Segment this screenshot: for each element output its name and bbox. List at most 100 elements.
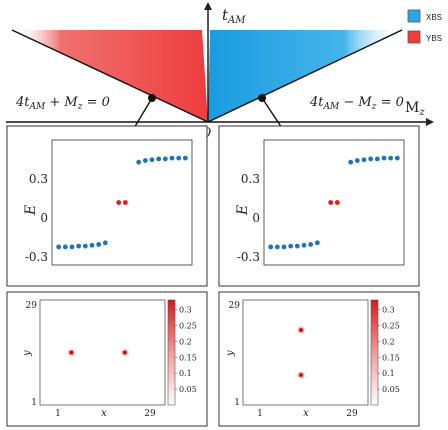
left-density-peaks [66,347,130,358]
spectrum-point [301,242,307,248]
left-boundary-line [11,29,209,123]
spectrum-point [102,240,108,246]
density-peak [123,350,127,355]
spectrum-point [381,155,387,161]
spectrum-point [294,243,300,249]
right-ytick-top: 0.3 [241,172,260,186]
spectrum-point [156,156,162,162]
left-colorbar-ticks: 0.3 0.25 0.2 0.15 0.1 0.05 [175,306,197,394]
right-xtick-1: 1 [257,409,263,419]
colorbar-tick-label: 0.05 [382,385,400,394]
left-boundary-equation: 4tAM + Mz = 0 [15,95,110,112]
spectrum-point [69,244,75,250]
spectrum-point [348,159,354,165]
spectrum-point [281,244,287,250]
left-ytick-bot: -0.3 [25,250,48,264]
colorbar-tick-label: 0.3 [382,306,395,315]
right-density-peaks [296,325,306,380]
right-spectrum-plot-area [263,139,405,266]
right-ytick-mid: 0 [252,211,260,225]
left-density-xlabel: x [101,408,107,419]
colorbar-tick-label: 0.25 [382,322,400,331]
spectrum-point [368,156,374,162]
spectrum-point [268,244,274,250]
left-ytick-1: 1 [31,398,37,408]
spectrum-point [96,242,102,247]
right-density-panel: y 29 1 1 29 x 0.3 0.25 0.2 0.15 0.1 0.05 [218,291,420,427]
spectrum-point [62,244,68,250]
colorbar-tick-label: 0.05 [179,385,197,394]
left-density-panel: y 29 1 1 29 x 0.3 0.25 0.2 0.15 0.1 0.05 [6,291,208,427]
left-xtick-29: 29 [144,409,156,419]
legend-ybs-label: YBS [426,34,442,43]
left-ytick-mid: 0 [40,211,48,225]
legend: XBS YBS [407,9,442,44]
spectrum-point [176,155,182,161]
right-boundary-equation: 4tAM − Mz = 0 [309,95,404,112]
spectrum-point [116,200,122,205]
spectrum-point [308,242,314,247]
spectrum-point [361,157,367,163]
left-density-plot-area [39,299,166,406]
spectrum-point [394,155,400,161]
left-spectrum-plot-area [51,139,193,266]
spectrum-point [149,157,155,163]
left-spectrum-frame [6,125,208,287]
colorbar-tick-label: 0.3 [179,306,192,315]
colorbar-tick-label: 0.2 [382,337,395,346]
right-ytick-29: 29 [229,301,241,311]
left-xtick-1: 1 [55,409,61,419]
right-ytick-1: 1 [234,398,240,408]
spectrum-point [169,155,175,161]
spectrum-point [334,200,340,205]
colorbar-tick-label: 0.25 [179,322,197,331]
colorbar-tick-label: 0.1 [179,369,192,378]
left-spectrum-ylabel: E [23,205,39,216]
spectrum-point [56,244,62,250]
spectrum-point [142,158,148,163]
spectrum-point [136,159,142,165]
spectrum-point [314,240,320,246]
left-ytick-top: 0.3 [29,172,48,186]
left-spectrum-points [56,155,188,250]
right-density-plot-area [242,299,369,406]
x-axis-label: Mz [405,100,425,118]
phase-diagram: tAM Mz 0 4tAM + Mz = 0 4tAM − Mz = 0 XBS… [6,2,442,156]
spectrum-point [122,200,128,205]
spectrum-point [76,243,82,249]
colorbar-tick-label: 0.1 [382,369,395,378]
right-colorbar [370,299,379,406]
colorbar-tick-label: 0.15 [179,353,197,362]
right-density-ylabel: y [225,350,236,357]
spectrum-point [182,155,188,161]
right-colorbar-ticks: 0.3 0.25 0.2 0.15 0.1 0.05 [378,306,400,394]
spectrum-point [388,155,394,161]
right-spectrum-frame [218,125,420,287]
spectrum-point [354,158,360,163]
y-axis-label: tAM [222,6,246,26]
spectrum-point [328,200,334,205]
density-peak [69,350,73,355]
right-ytick-bot: -0.3 [237,250,260,264]
legend-xbs-label: XBS [426,13,442,22]
legend-xbs-swatch [407,9,421,23]
left-ytick-29: 29 [26,301,38,311]
right-spectrum-ylabel: E [235,205,251,216]
legend-ybs-swatch [407,30,421,44]
right-boundary-line [207,29,403,123]
spectrum-point [82,243,88,249]
left-density-ylabel: y [22,350,33,357]
density-peak [299,328,303,332]
spectrum-point [288,243,294,249]
spectrum-point [162,156,168,162]
colorbar-tick-label: 0.2 [179,337,192,346]
right-spectrum-points [268,155,400,250]
spectrum-point [89,242,95,248]
density-peak [299,373,303,377]
right-xtick-29: 29 [346,409,358,419]
right-spectrum-panel: E 0.3 0 -0.3 [218,125,420,287]
spectrum-point [274,244,280,250]
right-density-xlabel: x [303,408,309,419]
colorbar-tick-label: 0.15 [382,353,400,362]
